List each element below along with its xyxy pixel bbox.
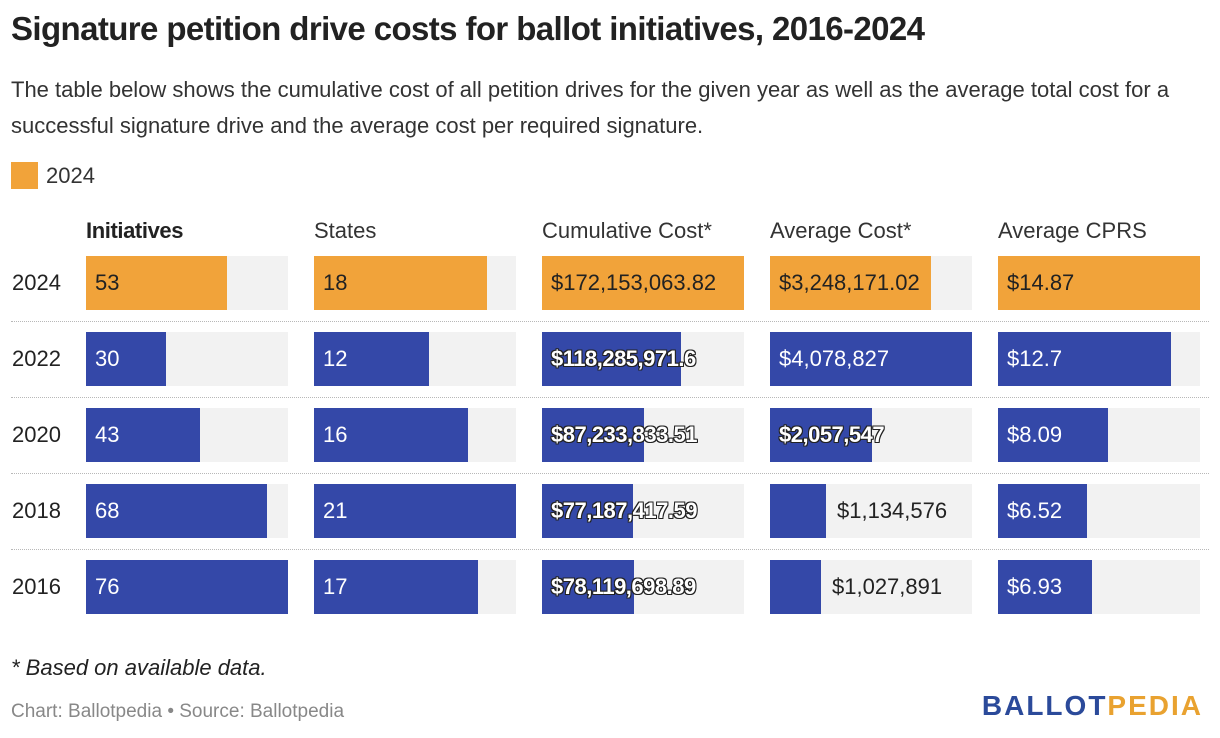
cell-average-cost-2018: $1,134,576 [770, 484, 972, 538]
bar-initiatives-2020 [86, 408, 200, 462]
footnote: * Based on available data. [11, 655, 267, 680]
bar-cumulative-cost-2020 [542, 408, 644, 462]
bar-initiatives-2016 [86, 560, 288, 614]
chart-subtitle: The table below shows the cumulative cos… [11, 77, 1170, 138]
bar-states-2022 [314, 332, 429, 386]
logo-part-pedia: PEDIA [1107, 690, 1203, 721]
column-header-cumulative-cost: Cumulative Cost* [542, 218, 712, 243]
bar-states-2024 [314, 256, 487, 310]
row-label-2024: 2024 [12, 270, 61, 295]
cell-average-cprs-2022: $12.7 [998, 332, 1200, 386]
value-label-average-cprs-2018: $6.52 [1007, 498, 1063, 523]
value-label-initiatives-2016: 76 [95, 574, 120, 599]
cell-average-cprs-2020: $8.09 [998, 408, 1200, 462]
bar-cumulative-cost-2024 [542, 256, 744, 310]
value-label-cumulative-cost-2018: $77,187,417.59 [551, 498, 697, 523]
cell-average-cprs-2018: $6.52 [998, 484, 1200, 538]
value-label-cumulative-cost-2020: $87,233,833.51 [551, 422, 697, 447]
bar-states-2020 [314, 408, 468, 462]
cell-average-cost-2022: $4,078,827 [770, 332, 972, 386]
bar-average-cost-2024 [770, 256, 931, 310]
value-label-average-cprs-2024: $14.87 [1007, 270, 1075, 295]
cell-states-2018: 21 [314, 484, 516, 538]
legend: 2024 [11, 162, 95, 189]
value-label-states-2018: 21 [323, 498, 348, 523]
value-label-initiatives-2022: 30 [95, 346, 120, 371]
value-label-states-2024: 18 [323, 270, 348, 295]
bar-states-2016 [314, 560, 478, 614]
cell-average-cprs-2016: $6.93 [998, 560, 1200, 614]
bar-average-cprs-2020 [998, 408, 1108, 462]
row-label-2016: 2016 [12, 574, 61, 599]
legend-label: 2024 [46, 162, 95, 188]
cell-states-2022: 12 [314, 332, 516, 386]
cell-states-2020: 16 [314, 408, 516, 462]
bar-average-cost-2016 [770, 560, 821, 614]
value-label-states-2020: 16 [323, 422, 348, 447]
bar-average-cost-2018 [770, 484, 826, 538]
value-label-average-cprs-2022: $12.7 [1007, 346, 1063, 371]
cell-average-cost-2024: $3,248,171.02 [770, 256, 972, 310]
legend-swatch [11, 162, 38, 189]
cell-cumulative-cost-2018: $77,187,417.59 [542, 484, 744, 538]
value-label-initiatives-2018: 68 [95, 498, 120, 523]
cell-cumulative-cost-2020: $87,233,833.51 [542, 408, 744, 462]
value-label-average-cost-2022: $4,078,827 [779, 346, 890, 371]
cell-average-cost-2016: $1,027,891 [770, 560, 972, 614]
chart-title: Signature petition drive costs for ballo… [11, 10, 925, 47]
cell-initiatives-2024: 53 [86, 256, 288, 310]
cell-states-2016: 17 [314, 560, 516, 614]
cell-initiatives-2020: 43 [86, 408, 288, 462]
cell-initiatives-2018: 68 [86, 484, 288, 538]
row-separator [11, 321, 1209, 322]
row-label-2018: 2018 [12, 498, 61, 523]
value-label-average-cost-2018: $1,134,576 [837, 498, 948, 523]
cell-cumulative-cost-2016: $78,119,698.89 [542, 560, 744, 614]
value-label-cumulative-cost-2016: $78,119,698.89 [551, 574, 696, 599]
bar-average-cprs-2022 [998, 332, 1171, 386]
cell-states-2024: 18 [314, 256, 516, 310]
value-label-average-cost-2020: $2,057,547 [779, 422, 885, 447]
cell-cumulative-cost-2024: $172,153,063.82 [542, 256, 744, 310]
column-header-average-cost: Average Cost* [770, 218, 912, 243]
source-credit: Chart: Ballotpedia • Source: Ballotpedia [11, 701, 345, 722]
cell-average-cost-2020: $2,057,547 [770, 408, 972, 462]
row-separator [11, 397, 1209, 398]
column-header-initiatives: Initiatives [86, 218, 184, 243]
bar-average-cprs-2018 [998, 484, 1087, 538]
bar-initiatives-2022 [86, 332, 166, 386]
row-label-2020: 2020 [12, 422, 61, 447]
bar-average-cost-2020 [770, 408, 872, 462]
bar-states-2018 [314, 484, 516, 538]
value-label-states-2022: 12 [323, 346, 348, 371]
ballotpedia-logo: BALLOTPEDIA [982, 690, 1203, 722]
value-label-average-cprs-2020: $8.09 [1007, 422, 1063, 447]
bar-average-cprs-2016 [998, 560, 1092, 614]
bar-average-cprs-2024 [998, 256, 1200, 310]
value-label-cumulative-cost-2022: $118,285,971.6 [551, 346, 696, 371]
column-header-states: States [314, 218, 377, 243]
value-label-average-cost-2016: $1,027,891 [832, 574, 943, 599]
value-label-average-cost-2024: $3,248,171.02 [779, 270, 920, 295]
bar-cumulative-cost-2016 [542, 560, 634, 614]
value-label-cumulative-cost-2024: $172,153,063.82 [551, 270, 717, 295]
row-label-2022: 2022 [12, 346, 61, 371]
value-label-initiatives-2020: 43 [95, 422, 120, 447]
cell-initiatives-2022: 30 [86, 332, 288, 386]
value-label-average-cprs-2016: $6.93 [1007, 574, 1063, 599]
cell-initiatives-2016: 76 [86, 560, 288, 614]
bar-average-cost-2022 [770, 332, 972, 386]
bar-cumulative-cost-2018 [542, 484, 633, 538]
value-label-states-2016: 17 [323, 574, 348, 599]
logo-part-ballot: BALLOT [981, 690, 1108, 721]
row-separator [11, 473, 1209, 474]
column-header-average-cprs: Average CPRS [998, 218, 1147, 243]
bar-cumulative-cost-2022 [542, 332, 681, 386]
value-label-initiatives-2024: 53 [95, 270, 120, 295]
bar-initiatives-2024 [86, 256, 227, 310]
cell-average-cprs-2024: $14.87 [998, 256, 1200, 310]
bar-initiatives-2018 [86, 484, 267, 538]
row-separator [11, 549, 1209, 550]
cell-cumulative-cost-2022: $118,285,971.6 [542, 332, 744, 386]
